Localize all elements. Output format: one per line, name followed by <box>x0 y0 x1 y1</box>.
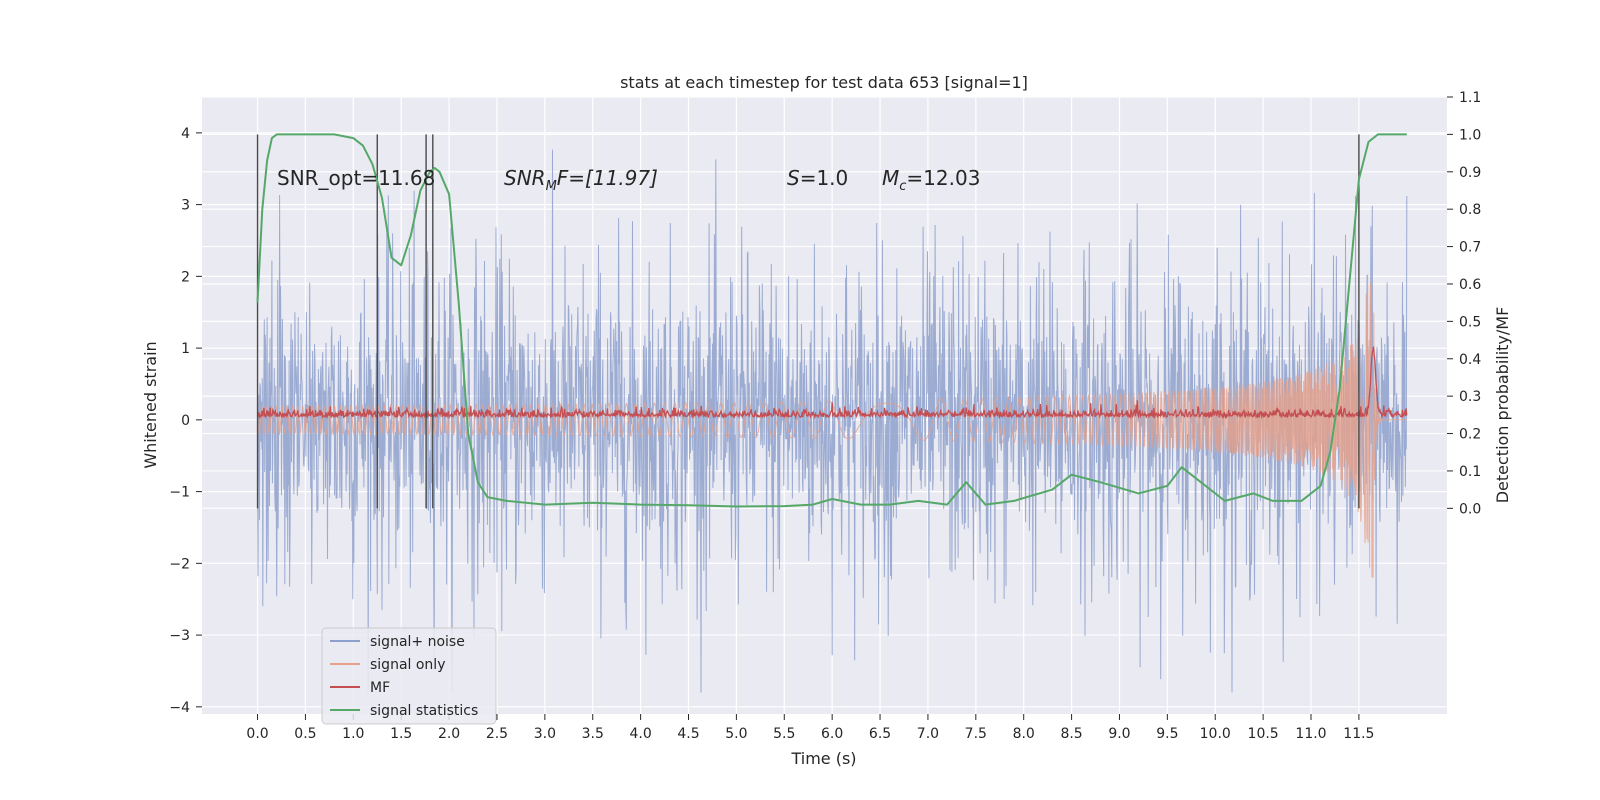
y-axis-label: Whitened strain <box>141 341 160 468</box>
annotation-snr-mf-rest: F=[11.97] <box>557 166 658 190</box>
y-right-tick-label: 0.8 <box>1459 202 1481 218</box>
legend-label-mf: MF <box>370 680 390 696</box>
annotation-mc: Mc=12.03 <box>882 166 980 194</box>
series-signal-statistics <box>256 133 1407 508</box>
legend: signal+ noise signal only MF signal stat… <box>321 627 497 725</box>
series-mf <box>256 346 1408 420</box>
y-tick-label: 0 <box>181 413 190 429</box>
x-tick-label: 6.0 <box>821 726 843 742</box>
annotation-snr-mf-sub: M <box>546 179 557 194</box>
y-right-tick-label: 0.4 <box>1459 352 1481 368</box>
legend-label-signal: signal only <box>370 657 445 673</box>
y-axis-right-label: Detection probability/MF <box>1493 307 1512 504</box>
x-tick-label: 11.5 <box>1343 726 1374 742</box>
y-tick-label: 1 <box>181 341 190 357</box>
x-tick-label: 2.5 <box>486 726 508 742</box>
x-tick-label: 10.5 <box>1248 726 1279 742</box>
y-tick-label: 4 <box>181 126 190 142</box>
y-tick-label: −2 <box>169 556 190 572</box>
x-tick-label: 7.5 <box>965 726 987 742</box>
x-tick-label: 4.0 <box>629 726 651 742</box>
x-tick-label: 9.0 <box>1108 726 1130 742</box>
y-right-tick-label: 0.1 <box>1459 464 1481 480</box>
y-right-tick-label: 0.5 <box>1459 314 1481 330</box>
tick-labels: 0.0 0.5 1.0 1.5 2.0 2.5 3.0 3.5 4.0 4.5 5.0 5.5 6.0 6… <box>169 90 1481 742</box>
y-tick-label: 2 <box>181 269 190 285</box>
x-axis-label: Time (s) <box>790 749 856 768</box>
annotation-mc-main: M <box>882 166 899 190</box>
annotation-mc-sub: c <box>899 179 906 194</box>
x-tick-label: 3.5 <box>582 726 604 742</box>
x-tick-label: 0.5 <box>294 726 316 742</box>
y-tick-label: −4 <box>169 700 190 716</box>
annotation-snr-mf: SNRMF=[11.97] <box>504 166 658 194</box>
annotation-s: S=1.0 <box>787 166 848 190</box>
series-layer <box>256 149 1408 693</box>
annotation-s-rest: =1.0 <box>800 166 849 190</box>
x-tick-label: 6.5 <box>869 726 891 742</box>
y-right-tick-label: 0.7 <box>1459 240 1481 256</box>
y-right-tick-label: 1.0 <box>1459 127 1481 143</box>
y-tick-label: 3 <box>181 198 190 214</box>
x-tick-label: 7.0 <box>917 726 939 742</box>
annotation-snr-mf-main: SNR <box>504 166 546 190</box>
legend-box <box>321 627 497 725</box>
vertical-markers <box>256 134 1360 509</box>
x-tick-label: 4.5 <box>677 726 699 742</box>
legend-label-stat: signal statistics <box>370 703 478 719</box>
x-tick-label: 9.5 <box>1156 726 1178 742</box>
x-tick-label: 8.5 <box>1060 726 1082 742</box>
x-tick-label: 8.0 <box>1013 726 1035 742</box>
x-tick-label: 3.0 <box>534 726 556 742</box>
signal-statistics-layer <box>256 133 1407 508</box>
x-tick-label: 11.0 <box>1295 726 1326 742</box>
annotation-mc-rest: =12.03 <box>906 166 980 190</box>
y-right-tick-label: 0.9 <box>1459 165 1481 181</box>
y-right-tick-label: 0.3 <box>1459 389 1481 405</box>
annotation-s-main: S <box>787 166 800 190</box>
x-tick-label: 5.0 <box>725 726 747 742</box>
y-right-tick-label: 0.2 <box>1459 427 1481 443</box>
chart-title: stats at each timestep for test data 653… <box>620 73 1028 92</box>
y-right-tick-label: 1.1 <box>1459 90 1481 106</box>
legend-label-noise: signal+ noise <box>370 634 465 650</box>
x-tick-label: 1.0 <box>342 726 364 742</box>
x-tick-label: 0.0 <box>246 726 268 742</box>
y-right-tick-label: 0.0 <box>1459 501 1481 517</box>
x-tick-label: 1.5 <box>390 726 412 742</box>
y-right-tick-label: 0.6 <box>1459 277 1481 293</box>
x-tick-label: 10.0 <box>1200 726 1231 742</box>
y-tick-label: −3 <box>169 628 190 644</box>
y-tick-label: −1 <box>169 485 190 501</box>
annotation-snr-opt: SNR_opt=11.68 <box>277 166 435 190</box>
x-tick-label: 2.0 <box>438 726 460 742</box>
x-tick-label: 5.5 <box>773 726 795 742</box>
